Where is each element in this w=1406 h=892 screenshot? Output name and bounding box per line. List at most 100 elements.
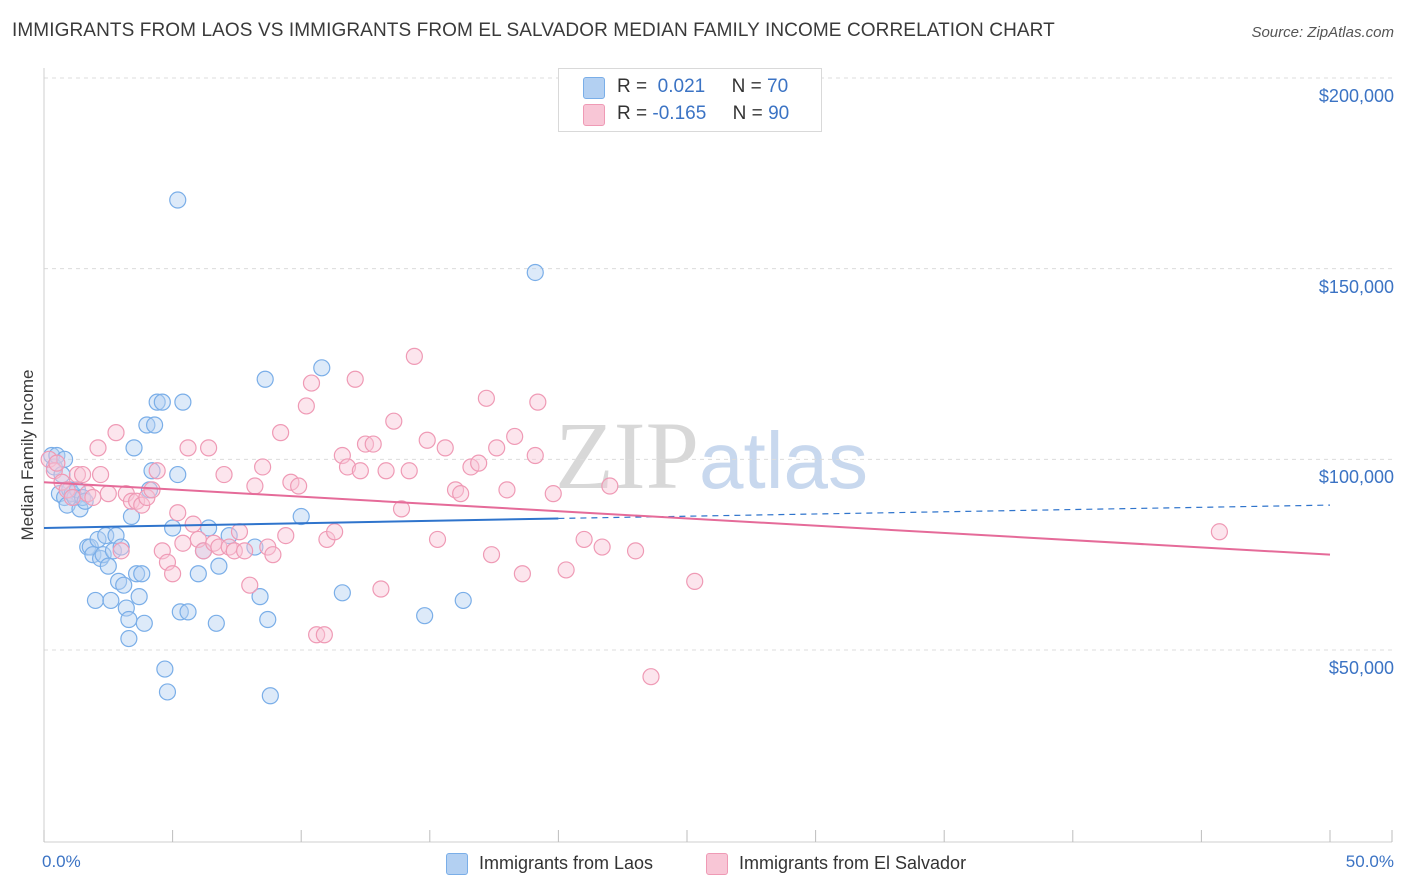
point-salvador	[377, 462, 395, 480]
point-salvador	[164, 565, 182, 583]
point-salvador	[200, 439, 218, 457]
point-salvador	[593, 538, 611, 556]
point-laos	[143, 462, 161, 480]
point-salvador	[1210, 523, 1229, 541]
legend-r-label: R =	[617, 76, 648, 97]
point-laos	[179, 603, 197, 621]
legend-r-value: -0.165	[652, 103, 707, 124]
point-laos	[156, 660, 174, 678]
point-laos	[89, 530, 107, 549]
point-laos	[115, 576, 133, 594]
point-laos	[256, 370, 274, 388]
point-salvador	[282, 473, 300, 491]
bottom-legend-label-laos: Immigrants from Laos	[479, 853, 654, 873]
bottom-legend-swatch-salvador	[706, 853, 728, 875]
point-laos	[133, 565, 151, 583]
point-laos	[169, 465, 187, 484]
point-salvador	[482, 546, 501, 564]
point-laos	[292, 507, 310, 526]
legend-n-label: N =	[732, 103, 763, 124]
point-laos	[125, 439, 143, 457]
point-laos	[313, 359, 331, 377]
point-laos	[207, 614, 225, 632]
legend-n-label: N =	[731, 76, 762, 97]
point-laos	[169, 191, 187, 209]
trend-line-laos	[43, 517, 559, 529]
point-salvador	[477, 389, 495, 407]
point-salvador	[642, 668, 660, 686]
point-salvador	[290, 477, 308, 495]
point-salvador	[174, 534, 192, 552]
point-salvador	[488, 439, 506, 457]
point-salvador	[686, 572, 704, 590]
point-laos	[122, 507, 141, 526]
point-salvador	[557, 561, 575, 579]
point-salvador	[112, 542, 130, 560]
point-salvador	[513, 565, 531, 583]
point-laos	[127, 565, 146, 583]
stats-legend: R = 0.021 N = 70 R = -0.165 N = 90	[558, 68, 822, 132]
point-salvador	[143, 481, 161, 499]
point-laos	[259, 610, 277, 629]
point-salvador	[364, 435, 382, 453]
point-salvador	[428, 530, 447, 549]
trend-line-salvador	[43, 481, 1331, 556]
point-salvador	[84, 488, 102, 507]
x-tick-max: 50.0%	[1345, 852, 1394, 871]
point-salvador	[529, 393, 547, 411]
point-salvador	[277, 526, 295, 545]
point-salvador	[544, 485, 562, 503]
point-salvador	[302, 374, 321, 392]
bottom-legend-label-salvador: Immigrants from El Salvador	[739, 853, 967, 873]
point-salvador	[63, 488, 81, 507]
point-laos	[454, 591, 472, 610]
point-salvador	[236, 542, 254, 560]
point-laos	[174, 393, 192, 411]
point-salvador	[68, 465, 87, 484]
point-laos	[120, 629, 138, 648]
legend-r-value: 0.021	[657, 76, 706, 97]
point-laos	[112, 538, 130, 556]
point-salvador	[169, 504, 187, 522]
point-laos	[416, 607, 434, 625]
legend-n-value: 90	[768, 103, 790, 124]
point-salvador	[272, 424, 290, 442]
point-salvador	[626, 542, 645, 560]
point-laos	[148, 393, 166, 411]
point-salvador	[264, 546, 282, 564]
legend-n-value: 70	[767, 76, 789, 97]
point-laos	[246, 538, 264, 556]
y-tick-label: $200,000	[1318, 86, 1394, 106]
point-laos	[102, 591, 120, 610]
point-salvador	[246, 477, 264, 495]
y-axis-label: Median Family Income	[18, 369, 37, 541]
point-laos	[135, 614, 153, 632]
point-salvador	[338, 458, 357, 476]
point-salvador	[436, 439, 454, 457]
point-laos	[153, 393, 171, 411]
point-salvador	[392, 500, 411, 518]
point-salvador	[498, 481, 516, 499]
point-salvador	[99, 485, 117, 503]
point-salvador	[372, 580, 390, 598]
trend-line-laos-extension	[558, 504, 1331, 520]
point-salvador	[506, 427, 524, 446]
point-salvador	[254, 458, 272, 476]
point-laos	[86, 591, 105, 610]
point-salvador	[575, 530, 593, 549]
point-laos	[210, 557, 228, 575]
legend-swatch-salvador	[583, 104, 605, 126]
y-tick-label: $50,000	[1328, 658, 1394, 678]
point-salvador	[326, 523, 344, 541]
legend-r-label: R =	[617, 103, 648, 124]
point-salvador	[241, 576, 259, 594]
point-salvador	[179, 439, 197, 457]
point-laos	[251, 588, 269, 606]
point-salvador	[230, 523, 249, 541]
point-salvador	[462, 458, 480, 476]
bottom-legend-swatch-laos	[446, 853, 468, 875]
point-salvador	[418, 431, 436, 449]
point-laos	[158, 683, 177, 701]
y-tick-label: $150,000	[1318, 277, 1394, 297]
